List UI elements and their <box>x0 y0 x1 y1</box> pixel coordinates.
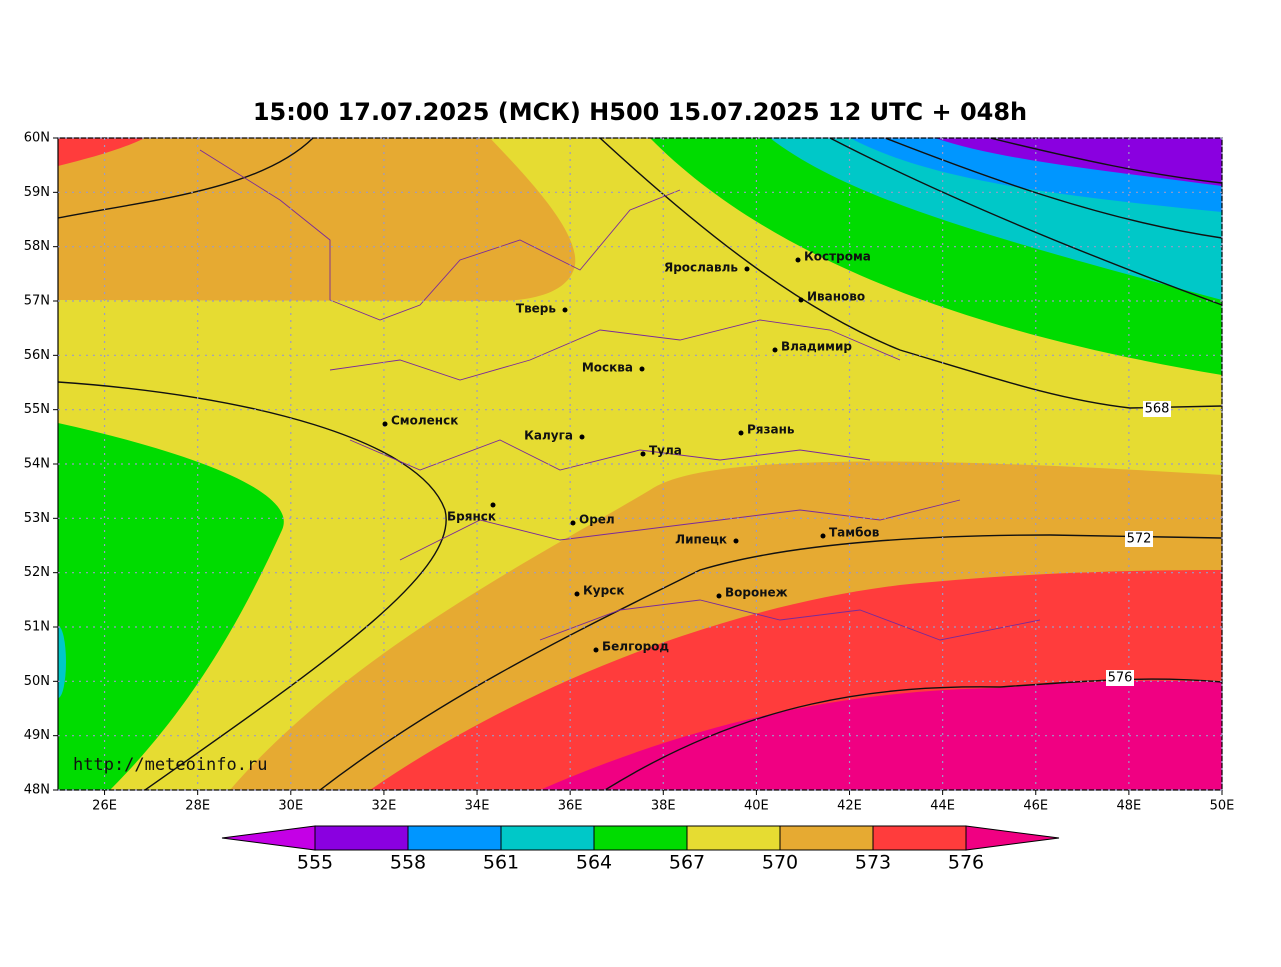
city-label: Ярославль <box>664 261 738 275</box>
lat-tick-label: 54N <box>24 457 50 472</box>
colorbar-over <box>965 825 1060 851</box>
lat-tick-label: 51N <box>24 620 50 635</box>
lon-tick-label: 46E <box>1023 799 1048 814</box>
city-label: Иваново <box>807 290 865 304</box>
watermark: http://meteoinfo.ru <box>73 755 267 775</box>
city-label: Тверь <box>516 302 557 316</box>
lat-tick-label: 57N <box>24 294 50 309</box>
lon-tick-label: 34E <box>465 799 490 814</box>
lat-tick-label: 56N <box>24 348 50 363</box>
city-label: Воронеж <box>725 586 788 600</box>
city-dot <box>820 533 826 539</box>
contour-label-bg <box>1125 531 1153 547</box>
colorbar-segment <box>314 825 409 851</box>
colorbar-label: 561 <box>483 852 519 874</box>
city-label: Кострома <box>804 250 871 264</box>
contour-label-bg <box>1106 670 1134 686</box>
city-dot <box>798 297 804 303</box>
colorbar-label: 564 <box>576 852 612 874</box>
city-dot <box>716 593 722 599</box>
lon-tick-label: 28E <box>185 799 210 814</box>
lon-tick-label: 48E <box>1116 799 1141 814</box>
lat-tick-label: 55N <box>24 402 50 417</box>
city-dot <box>639 366 645 372</box>
city-dot <box>795 257 801 263</box>
colorbar-segment <box>500 825 595 851</box>
city-label: Тамбов <box>829 526 880 540</box>
lon-tick-label: 38E <box>651 799 676 814</box>
city-dot <box>733 538 739 544</box>
colorbar-label: 576 <box>948 852 984 874</box>
colorbar-label: 570 <box>762 852 798 874</box>
city-dot <box>738 430 744 436</box>
city-label: Орел <box>579 513 615 527</box>
contour-label-bg <box>1143 401 1171 417</box>
city-label: Владимир <box>781 340 852 354</box>
city-dot <box>562 307 568 313</box>
city-dot <box>490 502 496 508</box>
lon-tick-label: 40E <box>744 799 769 814</box>
city-dot <box>574 591 580 597</box>
lon-tick-label: 30E <box>278 799 303 814</box>
lat-tick-label: 50N <box>24 674 50 689</box>
colorbar-label: 555 <box>297 852 333 874</box>
contour-label: 568 <box>1145 402 1170 417</box>
colorbar-label: 558 <box>390 852 426 874</box>
city-label: Калуга <box>524 429 573 443</box>
city-dot <box>570 520 576 526</box>
contour-label: 576 <box>1108 671 1133 686</box>
colorbar-segment <box>686 825 781 851</box>
city-dot <box>640 451 646 457</box>
lon-tick-label: 44E <box>930 799 955 814</box>
city-label: Курск <box>583 584 624 598</box>
city-label: Белгород <box>602 640 669 654</box>
lon-tick-label: 26E <box>92 799 117 814</box>
colorbar-segment <box>779 825 874 851</box>
city-dot <box>579 434 585 440</box>
city-dot <box>744 266 750 272</box>
city-dot <box>593 647 599 653</box>
city-label: Тула <box>649 444 682 458</box>
lat-tick-label: 59N <box>24 185 50 200</box>
lat-tick-label: 49N <box>24 728 50 743</box>
lat-tick-label: 48N <box>24 783 50 798</box>
colorbar-segment <box>407 825 502 851</box>
city-label: Рязань <box>747 423 795 437</box>
colorbar-under <box>221 825 316 851</box>
lat-tick-label: 60N <box>24 131 50 146</box>
colorbar-label: 567 <box>669 852 705 874</box>
city-dot <box>772 347 778 353</box>
lon-tick-label: 32E <box>372 799 397 814</box>
lat-tick-label: 53N <box>24 511 50 526</box>
lon-tick-label: 42E <box>837 799 862 814</box>
city-label: Москва <box>582 361 633 375</box>
lat-tick-label: 52N <box>24 565 50 580</box>
title: 15:00 17.07.2025 (МСК) H500 15.07.2025 1… <box>253 98 1027 126</box>
contour-label: 572 <box>1127 532 1152 547</box>
colorbar-segment <box>593 825 688 851</box>
lat-tick-label: 58N <box>24 239 50 254</box>
city-label: Брянск <box>447 510 496 524</box>
city-dot <box>382 421 388 427</box>
city-label: Смоленск <box>391 414 458 428</box>
lon-tick-label: 50E <box>1210 799 1235 814</box>
city-label: Липецк <box>675 533 727 547</box>
colorbar-label: 573 <box>855 852 891 874</box>
colorbar-segment <box>872 825 967 851</box>
lon-tick-label: 36E <box>558 799 583 814</box>
